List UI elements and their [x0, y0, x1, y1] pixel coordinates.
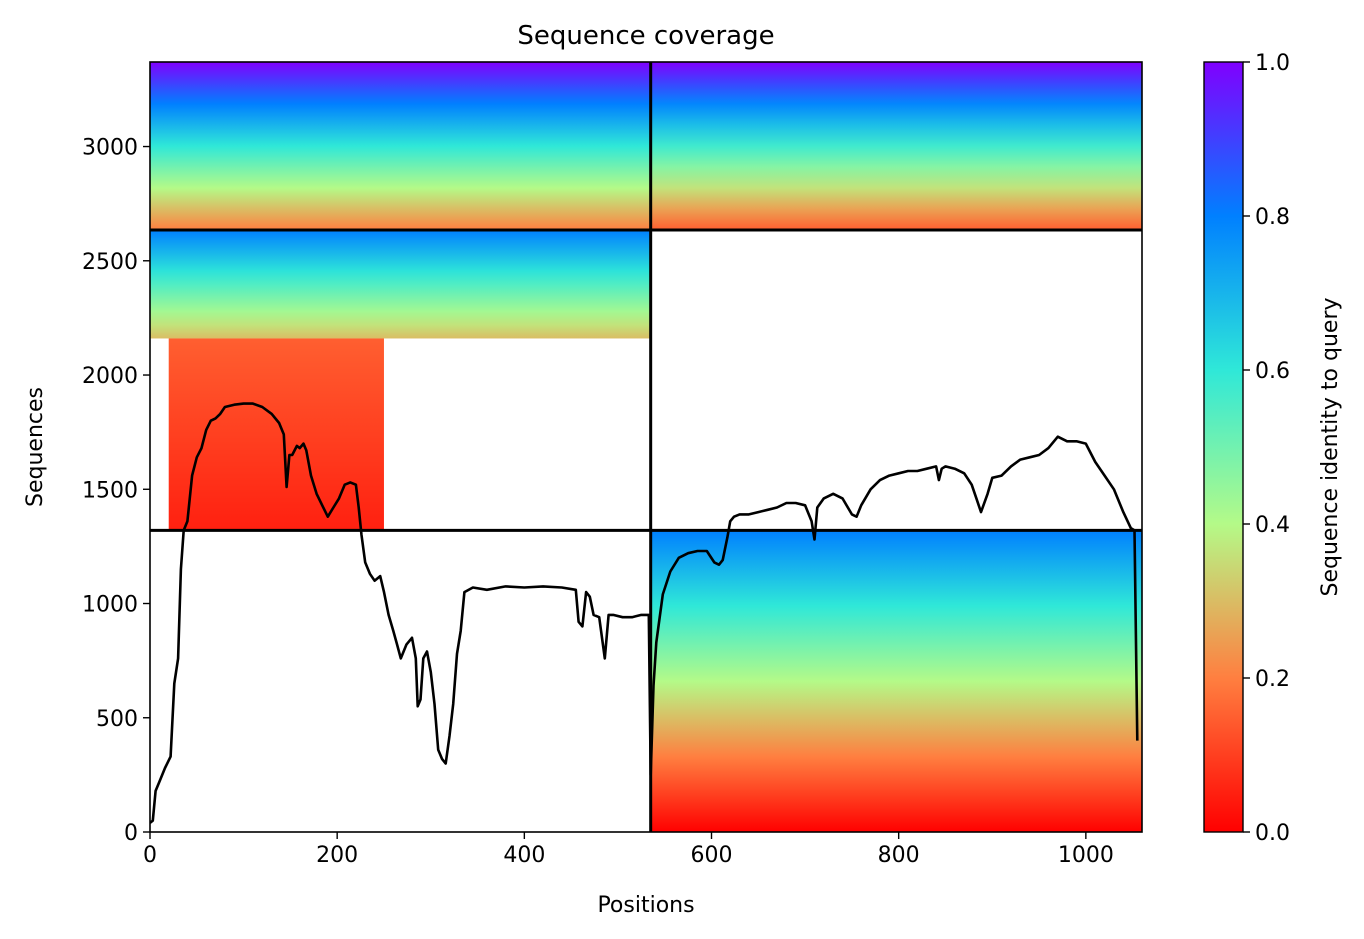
x-tick-label: 400 — [503, 843, 545, 868]
y-axis-title: Sequences — [23, 387, 48, 507]
x-tick-label: 800 — [878, 843, 920, 868]
y-tick-label: 2000 — [82, 364, 138, 389]
y-tick-label: 2500 — [82, 250, 138, 275]
y-tick-label: 3000 — [82, 136, 138, 161]
plot-area — [149, 61, 1143, 833]
x-tick-label: 1000 — [1058, 843, 1114, 868]
colorbar-tick-label: 0.8 — [1255, 205, 1290, 230]
colorbar-gradient — [1203, 61, 1244, 833]
x-axis-title: Positions — [597, 893, 694, 918]
x-tick-label: 200 — [316, 843, 358, 868]
y-tick-label: 500 — [96, 707, 138, 732]
y-tick-label: 0 — [124, 821, 138, 846]
colorbar-title: Sequence identity to query — [1318, 297, 1343, 596]
colorbar: 0.0 0.2 0.4 0.6 0.8 1.0 Sequence identity to … — [1203, 51, 1343, 846]
coverage-block — [150, 229, 651, 339]
colorbar-tick-label: 0.4 — [1255, 513, 1290, 538]
colorbar-tick-label: 1.0 — [1255, 51, 1290, 76]
coverage-block — [650, 62, 1142, 230]
colorbar-tick-label: 0.2 — [1255, 667, 1290, 692]
coverage-block — [150, 62, 651, 230]
coverage-line — [150, 402, 1139, 824]
coverage-block — [650, 530, 1142, 832]
x-axis: 0 200 400 600 800 1000 — [143, 832, 1114, 868]
chart-title: Sequence coverage — [517, 21, 774, 51]
y-axis: 0 500 1000 1500 2000 2500 3000 — [82, 136, 150, 846]
y-tick-label: 1500 — [82, 478, 138, 503]
x-tick-label: 0 — [143, 843, 157, 868]
plot-frame — [149, 61, 1143, 833]
y-tick-label: 1000 — [82, 593, 138, 618]
colorbar-tick-label: 0.6 — [1255, 359, 1290, 384]
coverage-block — [168, 338, 384, 531]
colorbar-tick-label: 0.0 — [1255, 821, 1290, 846]
x-tick-label: 600 — [691, 843, 733, 868]
